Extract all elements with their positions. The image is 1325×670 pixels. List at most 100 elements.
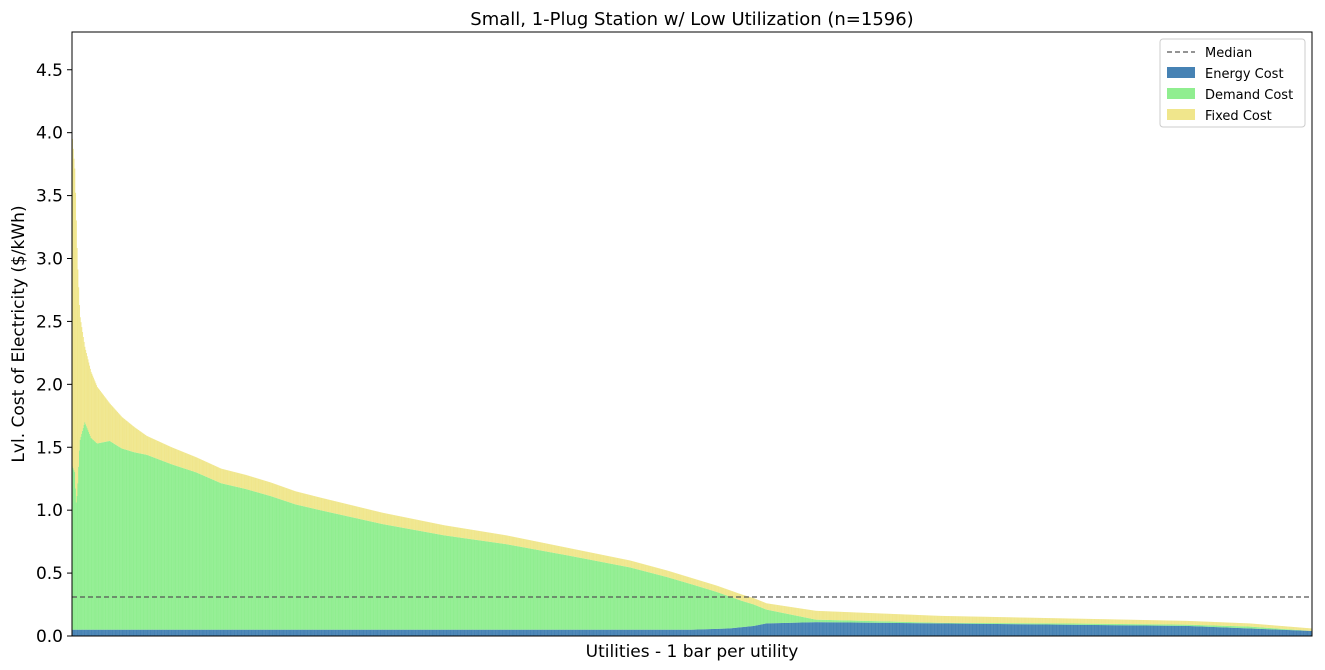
bar-fixed-segment	[374, 510, 376, 523]
bar-demand-segment	[701, 587, 703, 630]
legend-energy-label: Energy Cost	[1205, 67, 1284, 82]
bar-energy-segment	[361, 629, 362, 636]
bar-demand-segment	[743, 601, 745, 627]
bar-demand-segment	[1099, 623, 1101, 626]
bar-fixed-segment	[892, 613, 894, 622]
bar-demand-segment	[577, 557, 579, 630]
bar-fixed-segment	[949, 616, 951, 623]
bar-demand-segment	[727, 595, 729, 629]
bar-energy-segment	[479, 629, 481, 636]
bar-energy-segment	[1281, 629, 1283, 636]
bar-energy-segment	[874, 622, 876, 636]
bar-energy-segment	[720, 628, 722, 636]
bar-fixed-segment	[730, 590, 731, 597]
bar-energy-segment	[1057, 624, 1059, 636]
bar-fixed-segment	[866, 612, 868, 621]
bar-demand-segment	[842, 620, 844, 623]
bar-energy-segment	[259, 629, 261, 636]
bar-energy-segment	[600, 629, 602, 636]
bar-fixed-segment	[1064, 618, 1066, 624]
bar-demand-segment	[958, 622, 960, 624]
bar-fixed-segment	[1179, 620, 1181, 625]
bar-fixed-segment	[298, 492, 300, 506]
bar-fixed-segment	[610, 556, 612, 564]
bar-fixed-segment	[1231, 622, 1233, 627]
bar-energy-segment	[263, 629, 265, 636]
bar-fixed-segment	[1015, 617, 1017, 624]
bar-fixed-segment	[1227, 622, 1229, 626]
bar-fixed-segment	[395, 515, 397, 527]
bar-energy-segment	[1054, 624, 1055, 636]
bar-fixed-segment	[711, 584, 713, 591]
bar-demand-segment	[245, 488, 247, 630]
bar-demand-segment	[832, 620, 834, 623]
bar-energy-segment	[515, 629, 517, 636]
bar-fixed-segment	[826, 611, 828, 620]
bar-fixed-segment	[554, 545, 556, 554]
bar-demand-segment	[1179, 624, 1181, 626]
bar-fixed-segment	[472, 529, 474, 540]
bar-fixed-segment	[1115, 619, 1117, 624]
bar-energy-segment	[410, 629, 412, 636]
bar-fixed-segment	[481, 531, 483, 541]
bar-demand-segment	[705, 588, 707, 630]
bar-fixed-segment	[602, 555, 604, 563]
bar-demand-segment	[730, 597, 732, 629]
bar-demand-segment	[308, 507, 310, 630]
bar-energy-segment	[637, 629, 639, 636]
bar-fixed-segment	[155, 439, 157, 459]
bar-demand-segment	[879, 621, 881, 623]
bar-demand-segment	[966, 622, 968, 624]
bar-fixed-segment	[367, 509, 369, 521]
bar-fixed-segment	[1162, 620, 1163, 625]
bar-energy-segment	[813, 622, 815, 636]
bar-fixed-segment	[754, 598, 756, 605]
bar-energy-segment	[1165, 625, 1167, 636]
bar-energy-segment	[593, 629, 595, 636]
bar-fixed-segment	[1019, 617, 1021, 624]
bar-demand-segment	[981, 623, 982, 624]
bar-fixed-segment	[235, 472, 237, 487]
bar-demand-segment	[113, 443, 115, 630]
bar-fixed-segment	[207, 462, 209, 478]
bar-energy-segment	[248, 629, 250, 636]
bar-fixed-segment	[510, 536, 512, 545]
bar-demand-segment	[632, 568, 634, 630]
bar-demand-segment	[133, 452, 135, 630]
bar-energy-segment	[761, 624, 763, 636]
bar-demand-segment	[1076, 623, 1078, 625]
bar-fixed-segment	[984, 616, 986, 624]
bar-fixed-segment	[1129, 619, 1131, 625]
bar-demand-segment	[636, 569, 638, 630]
bar-fixed-segment	[977, 616, 979, 623]
bar-energy-segment	[628, 629, 630, 636]
bar-demand-segment	[257, 492, 259, 630]
bar-energy-segment	[629, 629, 631, 636]
bar-energy-segment	[444, 629, 446, 636]
bar-fixed-segment	[853, 612, 855, 621]
bar-fixed-segment	[221, 468, 223, 484]
bar-demand-segment	[1177, 624, 1179, 626]
bar-energy-segment	[503, 629, 505, 636]
bar-fixed-segment	[244, 474, 246, 489]
bar-fixed-segment	[99, 391, 101, 443]
bar-energy-segment	[719, 628, 721, 636]
bar-fixed-segment	[1179, 620, 1181, 625]
bar-fixed-segment	[469, 529, 470, 539]
bar-demand-segment	[574, 556, 576, 630]
bar-energy-segment	[384, 629, 386, 636]
bar-energy-segment	[483, 629, 485, 636]
bar-demand-segment	[710, 590, 712, 630]
bar-demand-segment	[451, 536, 453, 630]
bar-fixed-segment	[880, 613, 881, 622]
bar-fixed-segment	[357, 506, 359, 519]
bar-energy-segment	[608, 629, 610, 636]
bar-demand-segment	[1168, 624, 1170, 626]
bar-fixed-segment	[1047, 618, 1049, 624]
bar-fixed-segment	[887, 613, 888, 622]
bar-fixed-segment	[960, 616, 962, 623]
bar-fixed-segment	[1298, 627, 1300, 631]
bar-energy-segment	[806, 622, 808, 636]
bar-fixed-segment	[1108, 619, 1110, 624]
bar-demand-segment	[1245, 626, 1247, 629]
